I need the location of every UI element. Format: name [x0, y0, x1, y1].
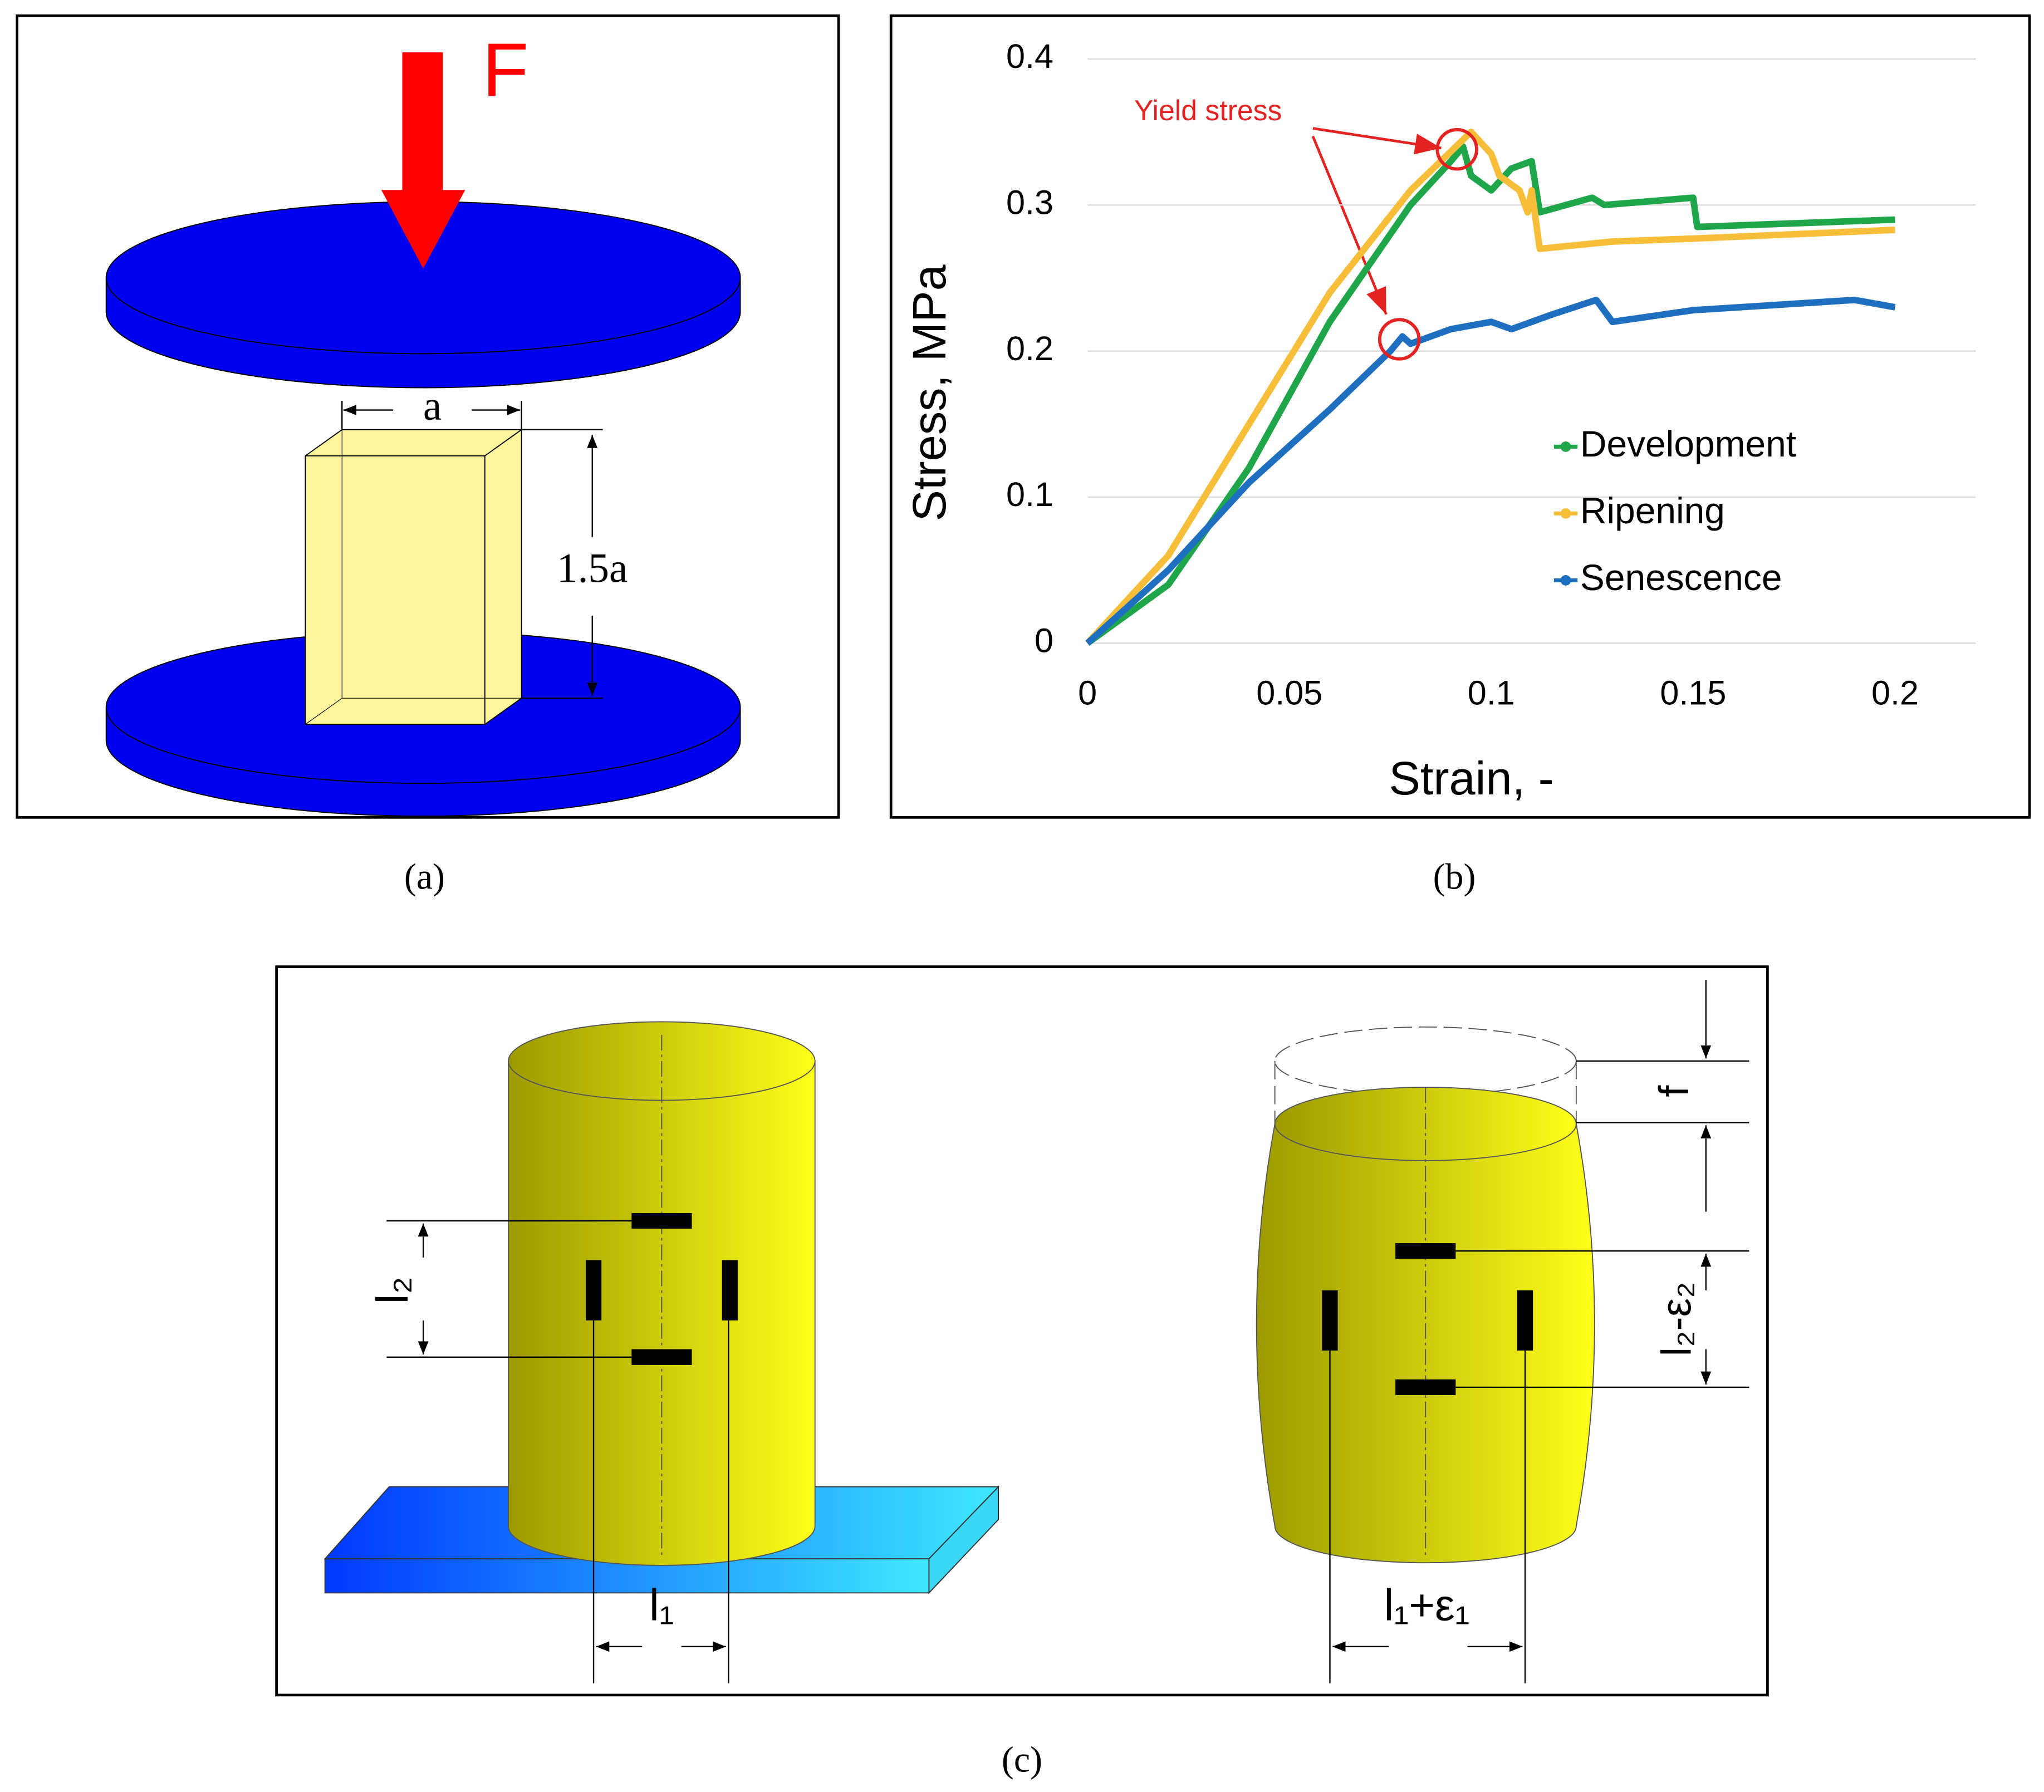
caption: (b)	[1433, 856, 1476, 897]
legend-label: Development	[1580, 423, 1796, 464]
gauge-vertical-label: l₂	[367, 1277, 417, 1304]
annotation-arrow	[1311, 135, 1388, 315]
x-tick-label: 0.15	[1660, 674, 1726, 712]
series-line	[1085, 143, 1895, 646]
series-line	[1085, 296, 1896, 646]
deformed-vertical-label: l₂-ε₂	[1653, 1282, 1700, 1357]
y-tick-label: 0.1	[1006, 475, 1053, 513]
highlight	[1435, 128, 1478, 171]
annotation-arrow	[1312, 127, 1442, 155]
compression-label: f	[1650, 1085, 1697, 1097]
strain-gauges	[585, 1212, 738, 1365]
legend-label: Ripening	[1580, 490, 1725, 531]
annotation: Yield stress	[1134, 94, 1282, 126]
gauge-horizontal-label: l₁	[649, 1580, 674, 1630]
x-tick-label: 0.05	[1256, 674, 1322, 712]
panel-b: (b) Strain, - Stress, MPa Yield stress 0…	[889, 14, 2031, 897]
y-tick-label: 0	[1035, 622, 1053, 660]
highlight	[1378, 318, 1421, 361]
height-label: 1.5a	[557, 546, 628, 592]
deformed-horizontal-label: l₁+ε₁	[1384, 1580, 1470, 1630]
strain-gauges	[1322, 1243, 1533, 1396]
force-label: F	[482, 27, 528, 112]
deformed-cylinder	[1256, 1026, 1595, 1564]
x-tick-label: 0.1	[1468, 674, 1515, 712]
panel-a: F a 1.5a (a)	[16, 14, 840, 897]
legend-marker	[1560, 508, 1571, 519]
frame	[889, 14, 2031, 819]
y-tick-label: 0.4	[1006, 37, 1053, 75]
legend-marker	[1560, 441, 1571, 452]
legend-label: Senescence	[1580, 557, 1782, 598]
width-label: a	[423, 383, 442, 429]
x-axis-label: Strain, -	[1389, 752, 1554, 804]
y-tick-label: 0.3	[1006, 183, 1053, 221]
legend-marker	[1560, 575, 1571, 586]
top-plate	[105, 201, 741, 389]
series-line	[1085, 129, 1895, 646]
y-tick-label: 0.2	[1006, 330, 1053, 367]
panel-c: l₂ l₁ f l₂-ε₂ l₁+ε₁ (c)	[275, 965, 1769, 1780]
specimen	[305, 429, 522, 725]
x-tick-label: 0	[1078, 674, 1097, 712]
force-arrow	[381, 52, 465, 269]
y-axis-label: Stress, MPa	[903, 264, 955, 521]
caption: (a)	[404, 856, 445, 897]
cylinder	[508, 1021, 816, 1566]
caption: (c)	[1002, 1739, 1042, 1780]
x-tick-label: 0.2	[1871, 674, 1919, 712]
